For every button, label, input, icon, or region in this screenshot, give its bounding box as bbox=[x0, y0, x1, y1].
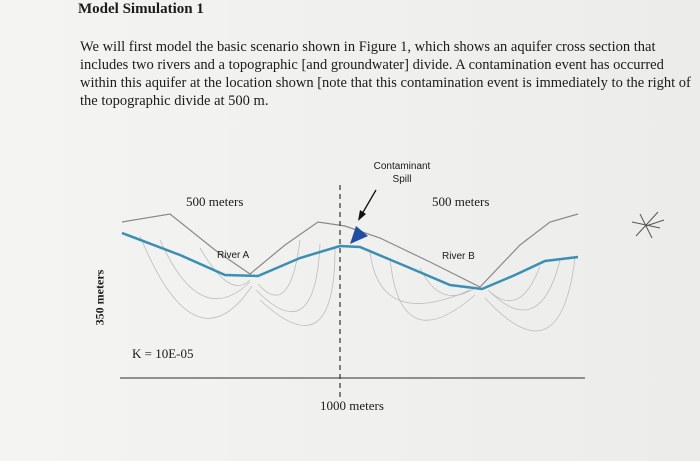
title: Model Simulation 1 bbox=[78, 1, 204, 17]
arrow-head bbox=[358, 210, 366, 221]
length-label: 1000 meters bbox=[320, 398, 384, 413]
river-label: River B bbox=[442, 251, 475, 262]
paragraph: We will first model the basic scenario s… bbox=[80, 38, 691, 110]
depth-label: 350 meters bbox=[92, 269, 107, 326]
water-table bbox=[121, 231, 579, 291]
paragraph-line: We will first model the basic scenario s… bbox=[80, 39, 656, 55]
spill-label: Contaminant Spill bbox=[373, 161, 431, 185]
handwritten-star bbox=[631, 211, 665, 239]
spill-arrow bbox=[361, 189, 377, 215]
conductivity-label: K = 10E-05 bbox=[132, 346, 194, 361]
paragraph-line: the topographic divide at 500 m. bbox=[80, 93, 269, 109]
paragraph-line: within this aquifer at the location show… bbox=[80, 75, 691, 91]
paragraph-line: includes two rivers and a topographic [a… bbox=[80, 57, 664, 73]
width-label: 500 meters bbox=[432, 194, 490, 209]
width-label: 500 meters bbox=[186, 194, 244, 209]
spill-marker bbox=[350, 226, 368, 244]
river-label: River A bbox=[217, 250, 250, 261]
topography-line bbox=[121, 213, 579, 288]
